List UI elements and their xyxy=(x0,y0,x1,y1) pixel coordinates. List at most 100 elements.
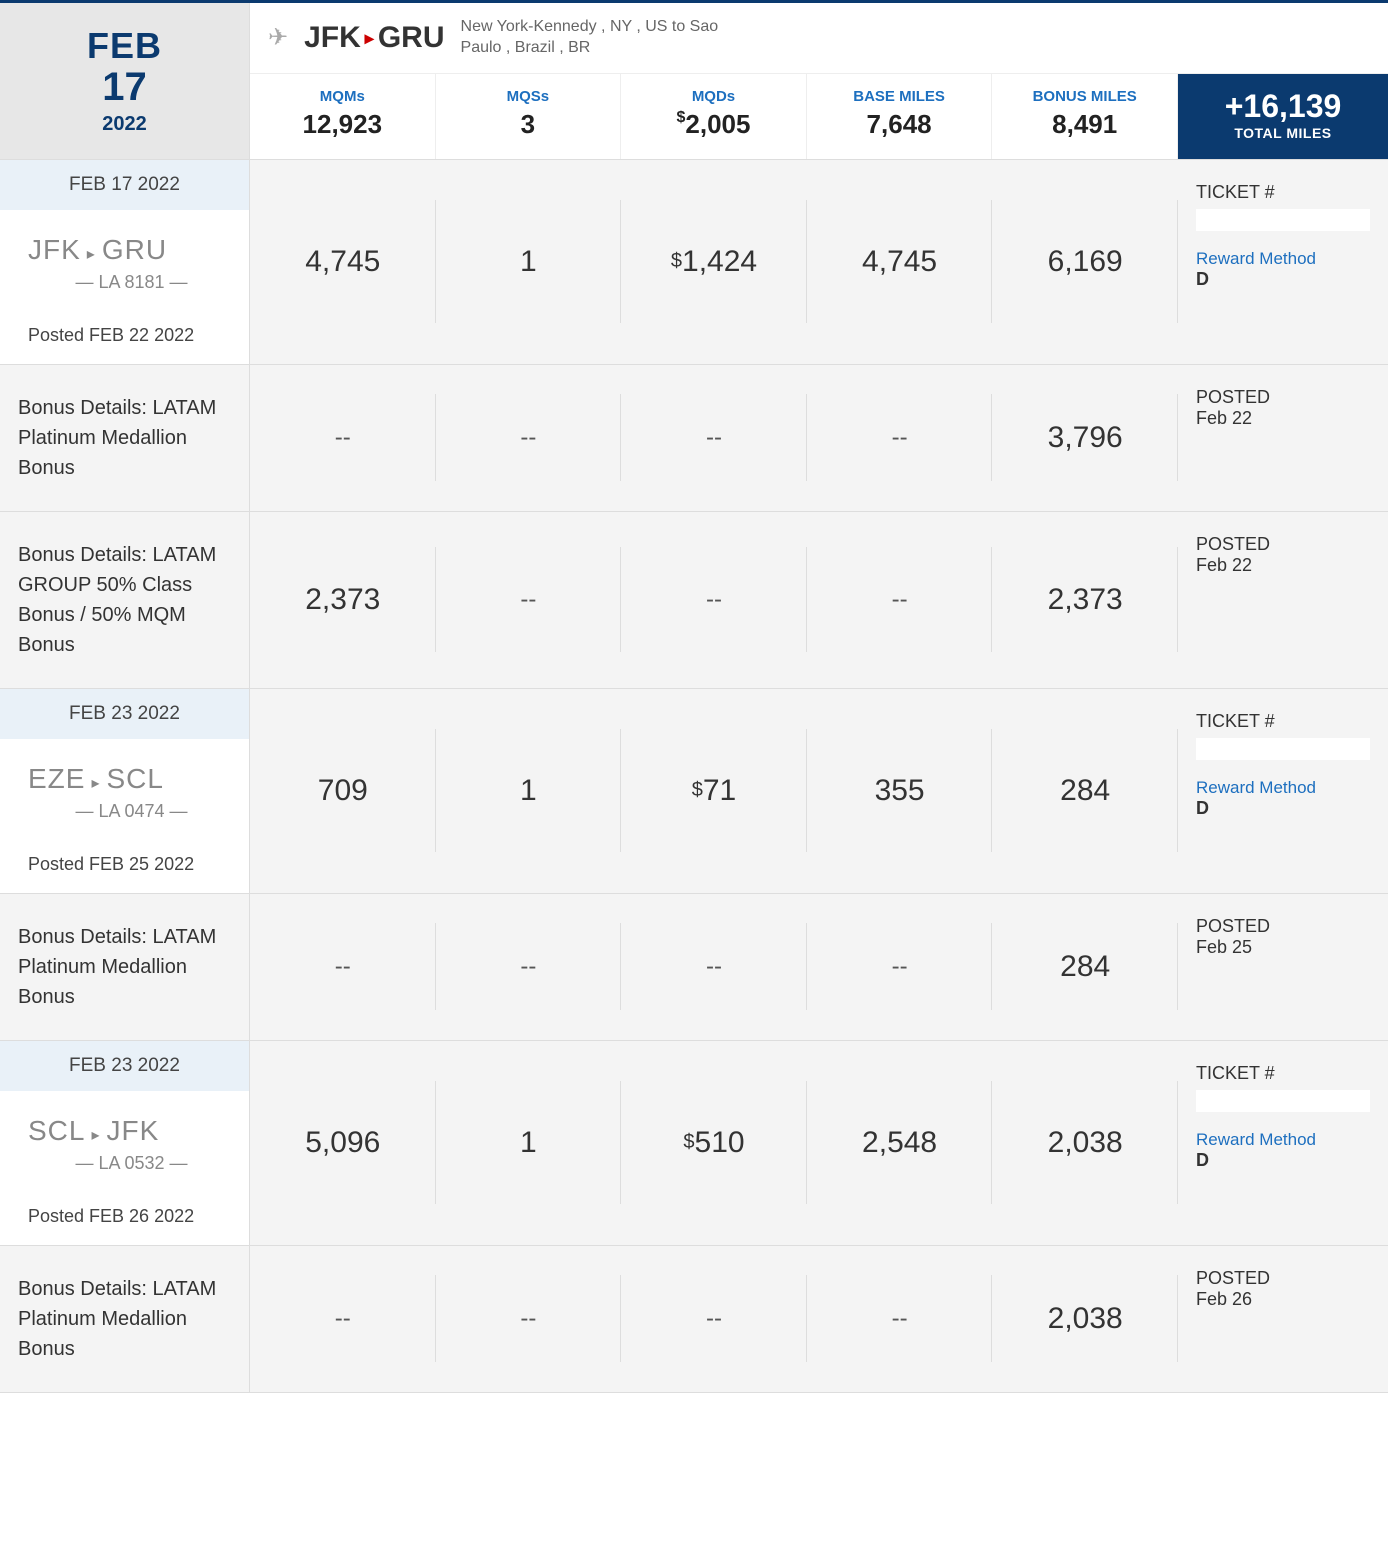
metric-base-miles: BASE MILES 7,648 xyxy=(807,74,993,159)
bonus-row: Bonus Details: LATAM Platinum Medallion … xyxy=(0,365,1388,512)
cell-bonus: 2,373 xyxy=(992,512,1178,688)
posted-date: Feb 26 xyxy=(1196,1289,1370,1310)
posted-info: POSTEDFeb 25 xyxy=(1178,894,1388,1040)
total-miles-value: +16,139 xyxy=(1182,88,1384,125)
metric-value: 3 xyxy=(440,109,617,140)
posted-label: POSTED xyxy=(1196,916,1370,937)
cell-mqss: -- xyxy=(436,894,622,1040)
metric-label: MQSs xyxy=(440,88,617,105)
cell-base: 2,548 xyxy=(807,1041,993,1245)
metric-total-miles: +16,139 TOTAL MILES xyxy=(1178,74,1388,159)
cell-mqss: 1 xyxy=(436,160,622,364)
ticket-number-value xyxy=(1196,738,1370,760)
cell-base: -- xyxy=(807,1246,993,1392)
flight-info: FEB 17 2022JFK▸GRU— LA 8181 —Posted FEB … xyxy=(0,160,250,364)
cell-mqms: -- xyxy=(250,894,436,1040)
reward-method-label: Reward Method xyxy=(1196,249,1370,269)
route-bar: ✈ JFK▸GRU New York-Kennedy , NY , US to … xyxy=(250,3,1388,74)
bonus-row: Bonus Details: LATAM GROUP 50% Class Bon… xyxy=(0,512,1388,689)
flight-info: FEB 23 2022EZE▸SCL— LA 0474 —Posted FEB … xyxy=(0,689,250,893)
trip-year: 2022 xyxy=(102,113,147,136)
posted-label: POSTED xyxy=(1196,534,1370,555)
bonus-row: Bonus Details: LATAM Platinum Medallion … xyxy=(0,894,1388,1041)
flight-date: FEB 17 2022 xyxy=(0,160,249,210)
metric-mqms: MQMs 12,923 xyxy=(250,74,436,159)
cell-bonus: 284 xyxy=(992,689,1178,893)
plane-icon: ✈ xyxy=(268,23,288,52)
flight-row: FEB 23 2022SCL▸JFK— LA 0532 —Posted FEB … xyxy=(0,1041,1388,1246)
bonus-row: Bonus Details: LATAM Platinum Medallion … xyxy=(0,1246,1388,1393)
statement-rows: FEB 17 2022JFK▸GRU— LA 8181 —Posted FEB … xyxy=(0,160,1388,1393)
cell-base: -- xyxy=(807,894,993,1040)
header-row: FEB 17 2022 ✈ JFK▸GRU New York-Kennedy ,… xyxy=(0,3,1388,160)
flight-route: JFK▸GRU xyxy=(28,234,235,266)
posted-date: Posted FEB 26 2022 xyxy=(0,1190,249,1245)
flight-info: FEB 23 2022SCL▸JFK— LA 0532 —Posted FEB … xyxy=(0,1041,250,1245)
total-miles-label: TOTAL MILES xyxy=(1182,125,1384,141)
posted-info: POSTEDFeb 22 xyxy=(1178,512,1388,688)
flight-row: FEB 23 2022EZE▸SCL— LA 0474 —Posted FEB … xyxy=(0,689,1388,894)
flight-date: FEB 23 2022 xyxy=(0,689,249,739)
posted-label: POSTED xyxy=(1196,387,1370,408)
ticket-info: TICKET # Reward MethodD xyxy=(1178,160,1388,364)
cell-mqms: 5,096 xyxy=(250,1041,436,1245)
cell-mqss: -- xyxy=(436,365,622,511)
bonus-description: Bonus Details: LATAM Platinum Medallion … xyxy=(0,365,250,511)
flight-route: SCL▸JFK xyxy=(28,1115,235,1147)
flight-row: FEB 17 2022JFK▸GRU— LA 8181 —Posted FEB … xyxy=(0,160,1388,365)
metric-label: MQMs xyxy=(254,88,431,105)
cell-mqds: $1,424 xyxy=(621,160,807,364)
posted-label: POSTED xyxy=(1196,1268,1370,1289)
trip-date-block: FEB 17 2022 xyxy=(0,3,250,159)
cell-mqds: -- xyxy=(621,512,807,688)
posted-date: Feb 22 xyxy=(1196,408,1370,429)
metric-label: MQDs xyxy=(625,88,802,105)
ticket-number-label: TICKET # xyxy=(1196,182,1370,203)
ticket-number-label: TICKET # xyxy=(1196,711,1370,732)
cell-base: 4,745 xyxy=(807,160,993,364)
cell-mqss: -- xyxy=(436,1246,622,1392)
reward-method-label: Reward Method xyxy=(1196,1130,1370,1150)
route-codes: JFK▸GRU xyxy=(304,21,444,55)
route-description: New York-Kennedy , NY , US to Sao Paulo … xyxy=(461,17,761,59)
route-arrow-icon: ▸ xyxy=(85,1127,106,1144)
ticket-info: TICKET #Reward MethodD xyxy=(1178,1041,1388,1245)
metric-value: 12,923 xyxy=(254,109,431,140)
flight-route: EZE▸SCL xyxy=(28,763,235,795)
metric-value: 8,491 xyxy=(996,109,1173,140)
cell-mqms: 4,745 xyxy=(250,160,436,364)
cell-mqss: 1 xyxy=(436,1041,622,1245)
cell-base: -- xyxy=(807,365,993,511)
cell-mqms: -- xyxy=(250,1246,436,1392)
reward-method-value: D xyxy=(1196,269,1370,290)
metrics-bar: MQMs 12,923 MQSs 3 MQDs $2,005 BASE MILE… xyxy=(250,74,1388,159)
posted-info: POSTEDFeb 22 xyxy=(1178,365,1388,511)
trip-day: 17 xyxy=(102,67,147,107)
posted-date: Feb 22 xyxy=(1196,555,1370,576)
posted-date: Posted FEB 25 2022 xyxy=(0,838,249,893)
route-arrow-icon: ▸ xyxy=(361,28,378,48)
route-arrow-icon: ▸ xyxy=(81,246,102,263)
metric-label: BASE MILES xyxy=(811,88,988,105)
reward-method-label: Reward Method xyxy=(1196,778,1370,798)
cell-bonus: 2,038 xyxy=(992,1041,1178,1245)
metric-value: 7,648 xyxy=(811,109,988,140)
metric-label: BONUS MILES xyxy=(996,88,1173,105)
route-from: JFK xyxy=(304,21,361,54)
header-right: ✈ JFK▸GRU New York-Kennedy , NY , US to … xyxy=(250,3,1388,159)
cell-base: -- xyxy=(807,512,993,688)
metric-value: $2,005 xyxy=(625,109,802,140)
cell-mqms: -- xyxy=(250,365,436,511)
cell-mqds: -- xyxy=(621,365,807,511)
cell-mqss: 1 xyxy=(436,689,622,893)
cell-mqss: -- xyxy=(436,512,622,688)
cell-mqms: 709 xyxy=(250,689,436,893)
cell-mqms: 2,373 xyxy=(250,512,436,688)
cell-bonus: 6,169 xyxy=(992,160,1178,364)
metric-mqds: MQDs $2,005 xyxy=(621,74,807,159)
cell-bonus: 3,796 xyxy=(992,365,1178,511)
reward-method-value: D xyxy=(1196,798,1370,819)
trip-month: FEB xyxy=(87,25,162,67)
cell-mqds: $510 xyxy=(621,1041,807,1245)
bonus-description: Bonus Details: LATAM GROUP 50% Class Bon… xyxy=(0,512,250,688)
